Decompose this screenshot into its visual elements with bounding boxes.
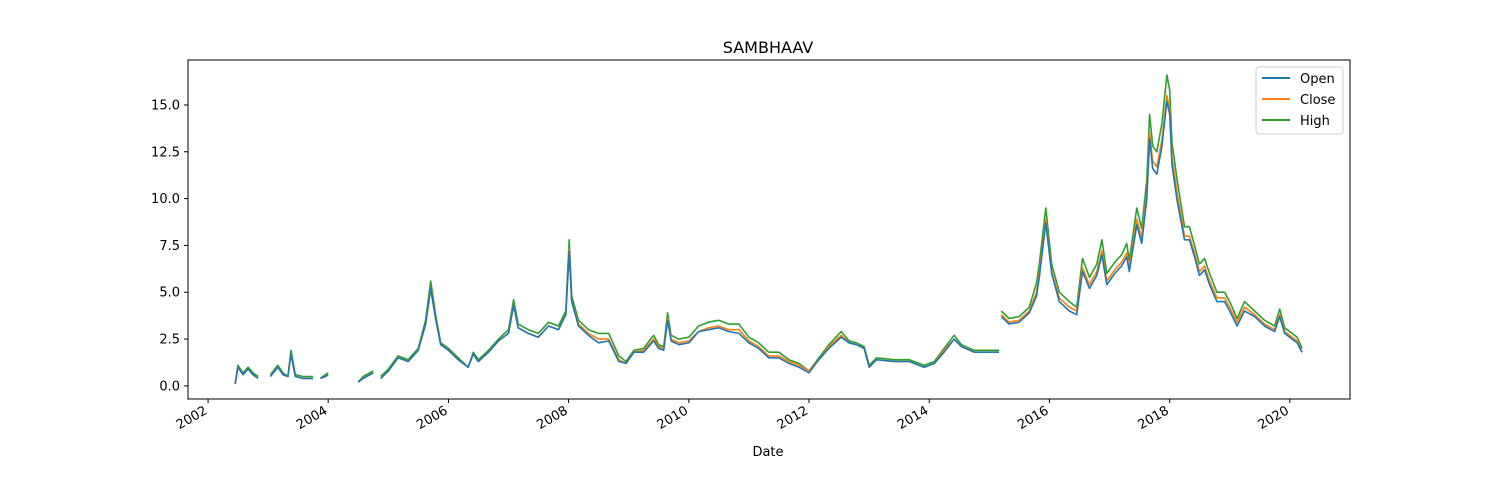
y-tick-label: 7.5 xyxy=(159,239,180,254)
series-line-open xyxy=(269,353,314,380)
chart-title: SAMBHAAV xyxy=(723,38,814,57)
legend-box xyxy=(1255,66,1344,135)
x-tick-label: 2014 xyxy=(895,403,931,433)
x-tick-label: 2010 xyxy=(655,403,691,433)
series-line-open xyxy=(234,366,259,385)
y-tick-label: 0.0 xyxy=(159,379,180,394)
series-line-open xyxy=(320,374,329,380)
x-tick-label: 2020 xyxy=(1256,403,1292,433)
x-tick-label: 2004 xyxy=(294,403,330,433)
x-tick-label: 2008 xyxy=(534,403,570,433)
x-tick-label: 2016 xyxy=(1015,403,1051,433)
y-tick-label: 5.0 xyxy=(159,286,180,301)
y-tick-label: 10.0 xyxy=(151,192,180,207)
x-tick-label: 2012 xyxy=(775,403,811,433)
y-axis: 0.0 2.5 5.0 7.5 10.0 12.5 15.0 xyxy=(151,98,188,394)
x-axis: 2002 2004 2006 2008 2010 2012 2014 2016 2018 2020 xyxy=(174,399,1292,433)
legend-label-high: High xyxy=(1300,114,1330,129)
legend: Open Close High xyxy=(1255,66,1344,135)
y-tick-label: 15.0 xyxy=(151,98,180,113)
series-line-close xyxy=(1000,94,1303,353)
y-tick-label: 12.5 xyxy=(151,145,180,160)
y-tick-label: 2.5 xyxy=(159,333,180,348)
series-line-open xyxy=(357,372,374,383)
series-line-high xyxy=(380,239,999,378)
legend-label-close: Close xyxy=(1300,93,1335,108)
series-line-open xyxy=(1000,100,1303,353)
x-axis-label: Date xyxy=(752,445,783,460)
x-tick-label: 2006 xyxy=(414,403,450,433)
series-layer xyxy=(234,74,1303,385)
series-open xyxy=(234,100,1303,385)
x-tick-label: 2002 xyxy=(174,403,210,433)
x-tick-label: 2018 xyxy=(1136,403,1172,433)
series-line-open xyxy=(380,250,999,379)
series-line-high xyxy=(1000,74,1303,349)
plot-frame xyxy=(187,59,1351,400)
legend-label-open: Open xyxy=(1300,72,1335,87)
